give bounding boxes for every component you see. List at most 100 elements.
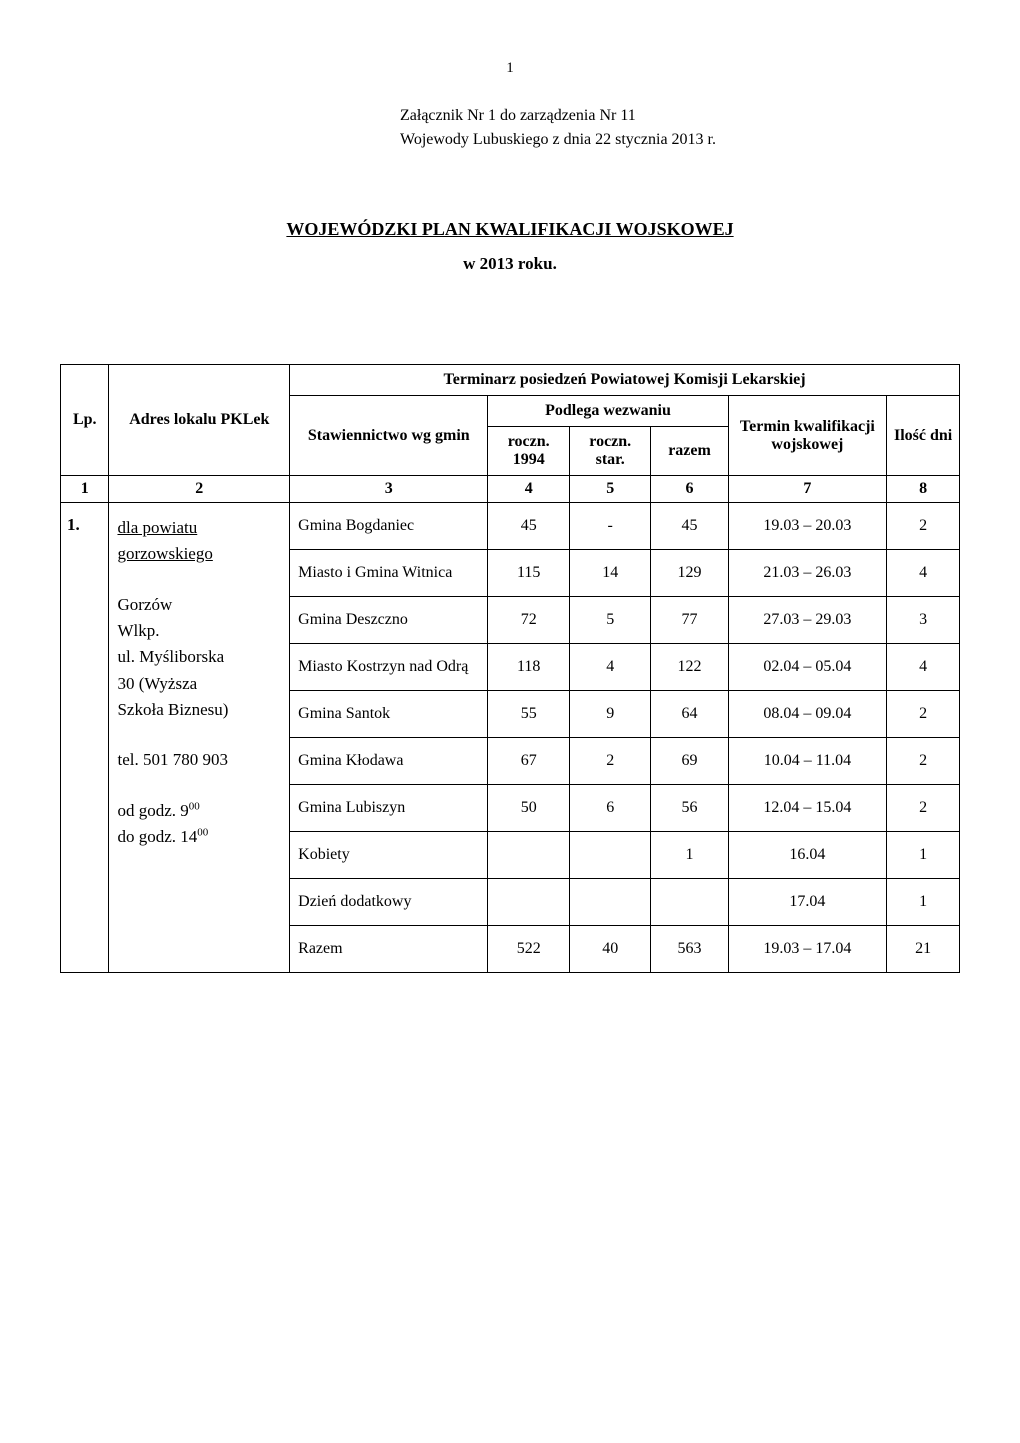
cell-gmina: Gmina Santok — [290, 691, 488, 738]
adres-powiat-2: gorzowskiego — [117, 544, 212, 563]
colnum-4: 4 — [488, 476, 570, 503]
cell-dni: 2 — [887, 738, 960, 785]
cell-adres: dla powiatu gorzowskiego Gorzów Wlkp. ul… — [109, 503, 290, 973]
cell-r94: 45 — [488, 503, 570, 550]
header-adres: Adres lokalu PKLek — [109, 365, 290, 476]
cell-gmina: Kobiety — [290, 832, 488, 879]
cell-dni: 2 — [887, 691, 960, 738]
colnum-5: 5 — [569, 476, 651, 503]
cell-r94: 50 — [488, 785, 570, 832]
colnum-6: 6 — [651, 476, 728, 503]
table-header-row-1: Lp. Adres lokalu PKLek Terminarz posiedz… — [61, 365, 960, 396]
attachment-header-line2: Wojewody Lubuskiego z dnia 22 stycznia 2… — [400, 131, 960, 149]
colnum-3: 3 — [290, 476, 488, 503]
cell-gmina: Gmina Lubiszyn — [290, 785, 488, 832]
cell-term: 21.03 – 26.03 — [728, 550, 887, 597]
cell-r94: 115 — [488, 550, 570, 597]
header-roczn-star: roczn. star. — [569, 427, 651, 476]
cell-lp: 1. — [61, 503, 109, 973]
cell-rst — [569, 832, 651, 879]
header-stawiennictwo: Stawiennictwo wg gmin — [290, 396, 488, 476]
cell-gmina: Gmina Kłodawa — [290, 738, 488, 785]
cell-r94: 67 — [488, 738, 570, 785]
cell-dni: 4 — [887, 550, 960, 597]
cell-raz: 77 — [651, 597, 728, 644]
header-lp: Lp. — [61, 365, 109, 476]
adres-line-3: ul. Myśliborska — [117, 647, 224, 666]
cell-dni: 2 — [887, 785, 960, 832]
cell-rst: 2 — [569, 738, 651, 785]
cell-gmina: Gmina Deszczno — [290, 597, 488, 644]
cell-raz — [651, 879, 728, 926]
cell-rst: 14 — [569, 550, 651, 597]
cell-raz: 69 — [651, 738, 728, 785]
cell-r94: 72 — [488, 597, 570, 644]
table-colnum-row: 1 2 3 4 5 6 7 8 — [61, 476, 960, 503]
adres-godz2-pre: do godz. 14 — [117, 827, 197, 846]
cell-r94: 55 — [488, 691, 570, 738]
adres-line-1: Gorzów — [117, 595, 172, 614]
header-termin: Termin kwalifikacji wojskowej — [728, 396, 887, 476]
cell-dni: 2 — [887, 503, 960, 550]
colnum-7: 7 — [728, 476, 887, 503]
adres-godz1-sup: 00 — [189, 800, 200, 812]
cell-term: 19.03 – 20.03 — [728, 503, 887, 550]
cell-raz: 45 — [651, 503, 728, 550]
sub-title: w 2013 roku. — [60, 254, 960, 274]
cell-term: 16.04 — [728, 832, 887, 879]
cell-rst: - — [569, 503, 651, 550]
cell-r94: 118 — [488, 644, 570, 691]
colnum-1: 1 — [61, 476, 109, 503]
adres-line-2: Wlkp. — [117, 621, 159, 640]
cell-rst: 5 — [569, 597, 651, 644]
cell-rst: 6 — [569, 785, 651, 832]
cell-dni: 1 — [887, 879, 960, 926]
table-row: 1. dla powiatu gorzowskiego Gorzów Wlkp.… — [61, 503, 960, 550]
adres-godz1-pre: od godz. 9 — [117, 801, 188, 820]
page-number: 1 — [60, 60, 960, 77]
adres-line-5: Szkoła Biznesu) — [117, 700, 228, 719]
plan-table: Lp. Adres lokalu PKLek Terminarz posiedz… — [60, 364, 960, 973]
cell-gmina: Razem — [290, 926, 488, 973]
cell-gmina: Miasto i Gmina Witnica — [290, 550, 488, 597]
colnum-2: 2 — [109, 476, 290, 503]
cell-rst: 4 — [569, 644, 651, 691]
cell-rst — [569, 879, 651, 926]
cell-gmina: Miasto Kostrzyn nad Odrą — [290, 644, 488, 691]
header-terminarz: Terminarz posiedzeń Powiatowej Komisji L… — [290, 365, 960, 396]
attachment-header-line1: Załącznik Nr 1 do zarządzenia Nr 11 — [400, 107, 960, 125]
header-roczn-1994: roczn. 1994 — [488, 427, 570, 476]
adres-godz2-sup: 00 — [197, 826, 208, 838]
cell-term: 08.04 – 09.04 — [728, 691, 887, 738]
cell-r94 — [488, 879, 570, 926]
cell-raz: 122 — [651, 644, 728, 691]
header-razem: razem — [651, 427, 728, 476]
cell-raz: 129 — [651, 550, 728, 597]
cell-term: 19.03 – 17.04 — [728, 926, 887, 973]
cell-rst: 40 — [569, 926, 651, 973]
cell-raz: 563 — [651, 926, 728, 973]
cell-raz: 56 — [651, 785, 728, 832]
cell-r94 — [488, 832, 570, 879]
cell-dni: 21 — [887, 926, 960, 973]
cell-raz: 1 — [651, 832, 728, 879]
cell-raz: 64 — [651, 691, 728, 738]
adres-powiat-1: dla powiatu — [117, 518, 197, 537]
cell-term: 17.04 — [728, 879, 887, 926]
header-podlega: Podlega wezwaniu — [488, 396, 728, 427]
cell-term: 10.04 – 11.04 — [728, 738, 887, 785]
adres-line-4: 30 (Wyższa — [117, 674, 197, 693]
cell-dni: 4 — [887, 644, 960, 691]
cell-gmina: Gmina Bogdaniec — [290, 503, 488, 550]
cell-term: 27.03 – 29.03 — [728, 597, 887, 644]
colnum-8: 8 — [887, 476, 960, 503]
main-title: WOJEWÓDZKI PLAN KWALIFIKACJI WOJSKOWEJ — [60, 219, 960, 240]
cell-dni: 1 — [887, 832, 960, 879]
cell-term: 02.04 – 05.04 — [728, 644, 887, 691]
cell-dni: 3 — [887, 597, 960, 644]
cell-r94: 522 — [488, 926, 570, 973]
header-ilosc-dni: Ilość dni — [887, 396, 960, 476]
cell-term: 12.04 – 15.04 — [728, 785, 887, 832]
cell-rst: 9 — [569, 691, 651, 738]
adres-tel: tel. 501 780 903 — [117, 750, 228, 769]
